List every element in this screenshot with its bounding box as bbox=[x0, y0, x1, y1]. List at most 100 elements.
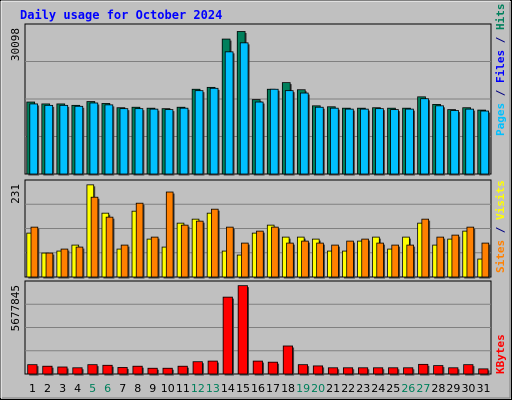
visits-bar-19 bbox=[301, 240, 310, 279]
chart-panels: 30098 231 5677845 bbox=[9, 23, 492, 376]
pages-bar-24 bbox=[375, 108, 385, 176]
x-label-day-3: 3 bbox=[59, 382, 66, 395]
visits-bar-29 bbox=[451, 234, 461, 279]
kbytes-bar-26 bbox=[403, 367, 415, 376]
pages-bar-20-fill bbox=[315, 106, 324, 175]
pages-bar-21 bbox=[330, 107, 340, 176]
kbytes-bar-1-fill bbox=[27, 364, 38, 375]
visits-bar-5-fill bbox=[90, 196, 99, 278]
visits-bar-25 bbox=[391, 244, 401, 279]
pages-bar-30 bbox=[465, 108, 476, 176]
kbytes-bar-5 bbox=[87, 364, 99, 376]
panel-bot-ymax-label: 5677845 bbox=[9, 285, 22, 331]
legend-top-part-4: Hits bbox=[494, 4, 507, 31]
panel-top-bars bbox=[26, 31, 491, 176]
pages-bar-9-fill bbox=[149, 108, 159, 175]
pages-bar-15 bbox=[239, 42, 250, 176]
x-label-day-23: 23 bbox=[356, 382, 370, 395]
x-label-day-6: 6 bbox=[104, 382, 111, 395]
pages-bar-23-fill bbox=[360, 108, 369, 175]
kbytes-bar-14-fill bbox=[222, 296, 233, 375]
kbytes-bar-19 bbox=[297, 364, 310, 376]
pages-bar-3-fill bbox=[59, 104, 69, 175]
legend-top-part-3: / bbox=[494, 30, 507, 50]
panel-bot: 5677845 bbox=[9, 280, 492, 376]
pages-bar-28 bbox=[435, 105, 445, 176]
visits-bar-3 bbox=[60, 248, 70, 279]
kbytes-bar-10-fill bbox=[162, 367, 173, 375]
kbytes-bar-21-fill bbox=[327, 367, 339, 375]
panel-bot-bars bbox=[27, 285, 490, 376]
kbytes-bar-11-fill bbox=[177, 365, 188, 375]
kbytes-bar-15-fill bbox=[237, 285, 248, 375]
pages-bar-10 bbox=[164, 109, 175, 176]
kbytes-bar-8 bbox=[132, 365, 144, 376]
kbytes-bar-4-fill bbox=[72, 367, 83, 375]
visits-bar-9-fill bbox=[150, 236, 159, 278]
x-label-day-28: 28 bbox=[431, 382, 445, 395]
visits-bar-24-fill bbox=[376, 242, 384, 278]
pages-bar-7-fill bbox=[119, 108, 129, 175]
panel-mid: 231 bbox=[9, 179, 492, 279]
pages-bar-13-fill bbox=[209, 87, 219, 175]
x-label-day-25: 25 bbox=[386, 382, 400, 395]
pages-bar-10-fill bbox=[164, 109, 174, 175]
x-label-day-5: 5 bbox=[89, 382, 96, 395]
pages-bar-19-fill bbox=[299, 92, 309, 175]
visits-bar-1-fill bbox=[30, 226, 39, 278]
kbytes-bar-27 bbox=[418, 363, 430, 376]
pages-bar-25 bbox=[390, 109, 400, 176]
kbytes-bar-27-fill bbox=[418, 363, 429, 375]
pages-bar-6 bbox=[104, 104, 115, 176]
pages-bar-20 bbox=[315, 106, 325, 176]
visits-bar-23 bbox=[361, 238, 370, 279]
visits-bar-7-fill bbox=[120, 244, 129, 278]
kbytes-bar-20-fill bbox=[312, 365, 324, 375]
pages-bar-29-fill bbox=[450, 110, 459, 175]
visits-bar-20 bbox=[316, 242, 325, 279]
legend-bot-part-0: KBytes bbox=[494, 334, 507, 374]
legend-top: Pages / Files / Hits bbox=[494, 4, 507, 137]
visits-bar-29-fill bbox=[451, 234, 460, 278]
visits-bar-20-fill bbox=[316, 242, 324, 278]
pages-bar-3 bbox=[59, 104, 70, 176]
kbytes-bar-24-fill bbox=[373, 367, 384, 375]
kbytes-bar-30 bbox=[463, 364, 475, 376]
kbytes-bar-3 bbox=[57, 366, 69, 376]
x-label-day-11: 11 bbox=[176, 382, 190, 395]
x-label-day-1: 1 bbox=[29, 382, 36, 395]
pages-bar-31 bbox=[480, 110, 491, 176]
x-label-day-16: 16 bbox=[251, 382, 265, 395]
visits-bar-13-fill bbox=[210, 208, 219, 278]
panel-mid-ymax-label: 231 bbox=[9, 184, 22, 204]
pages-bar-17-fill bbox=[269, 88, 279, 175]
x-label-day-29: 29 bbox=[446, 382, 460, 395]
x-label-day-8: 8 bbox=[134, 382, 141, 395]
kbytes-bar-7 bbox=[117, 367, 129, 376]
x-label-day-12: 12 bbox=[191, 382, 205, 395]
legend-mid-part-0: Sites bbox=[494, 240, 507, 273]
visits-bar-18-fill bbox=[286, 242, 294, 278]
x-label-day-30: 30 bbox=[461, 382, 475, 395]
kbytes-bar-24 bbox=[373, 367, 385, 376]
kbytes-bar-14 bbox=[222, 296, 234, 376]
kbytes-bar-30-fill bbox=[463, 364, 474, 375]
x-label-day-22: 22 bbox=[341, 382, 355, 395]
kbytes-bar-9 bbox=[147, 367, 159, 376]
kbytes-bar-23-fill bbox=[358, 367, 369, 375]
pages-bar-14 bbox=[224, 51, 235, 176]
visits-bar-16-fill bbox=[256, 230, 264, 278]
visits-bar-14 bbox=[226, 226, 235, 279]
pages-bar-22 bbox=[345, 108, 355, 176]
pages-bar-4 bbox=[74, 105, 85, 176]
visits-bar-14-fill bbox=[226, 226, 234, 278]
kbytes-bar-9-fill bbox=[147, 367, 158, 375]
visits-bar-10-fill bbox=[165, 191, 174, 278]
kbytes-bar-3-fill bbox=[57, 366, 68, 375]
kbytes-bar-12 bbox=[192, 361, 204, 376]
pages-bar-8-fill bbox=[134, 108, 144, 175]
kbytes-bar-16-fill bbox=[252, 360, 263, 375]
pages-bar-17 bbox=[269, 88, 280, 176]
pages-bar-22-fill bbox=[345, 108, 354, 175]
